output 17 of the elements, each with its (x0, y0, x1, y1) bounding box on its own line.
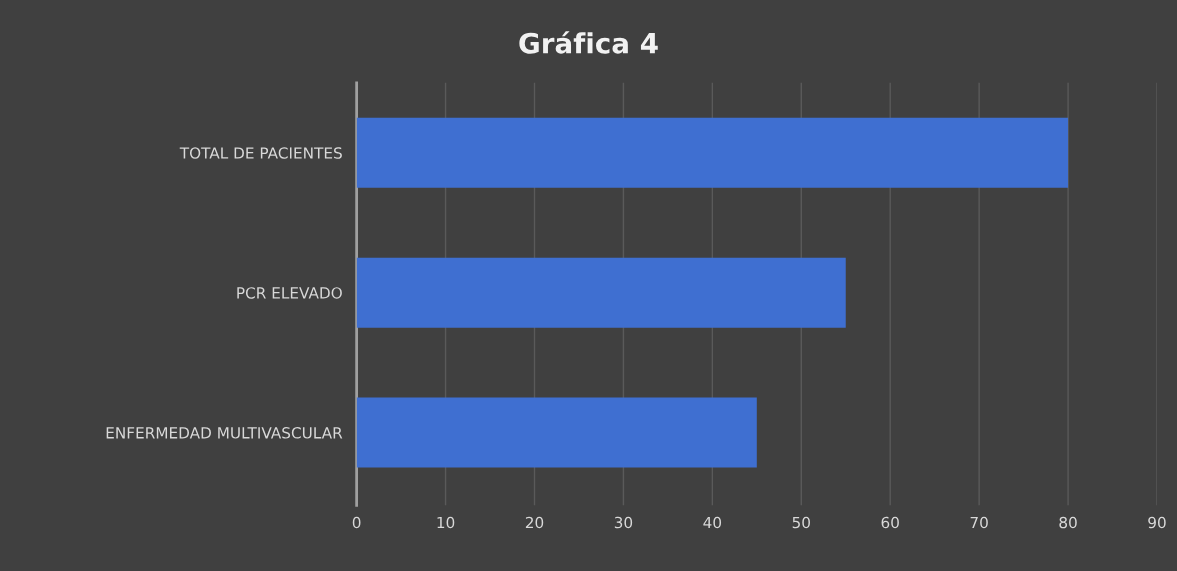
x-tick-label: 20 (525, 516, 544, 529)
x-tick-label: 10 (437, 516, 455, 529)
x-tick-label: 30 (614, 516, 633, 529)
x-tick-label: 70 (970, 516, 988, 529)
x-tick-label: 50 (792, 516, 810, 529)
y-tick-label: ENFERMEDAD MULTIVASCULAR (106, 427, 343, 439)
y-tick-label: PCR ELEVADO (237, 287, 342, 299)
x-tick-label: 90 (1148, 516, 1166, 529)
bar (356, 257, 846, 328)
y-tick-label: TOTAL DE PACIENTES (179, 147, 342, 159)
x-tick-label: 40 (703, 516, 722, 529)
bar (356, 397, 757, 468)
x-tick-label: 60 (881, 516, 899, 529)
bar (356, 117, 1069, 188)
x-tick-label: 80 (1059, 516, 1077, 529)
x-tick-label: 0 (352, 516, 361, 529)
chart-title: Gráfica 4 (519, 31, 658, 54)
